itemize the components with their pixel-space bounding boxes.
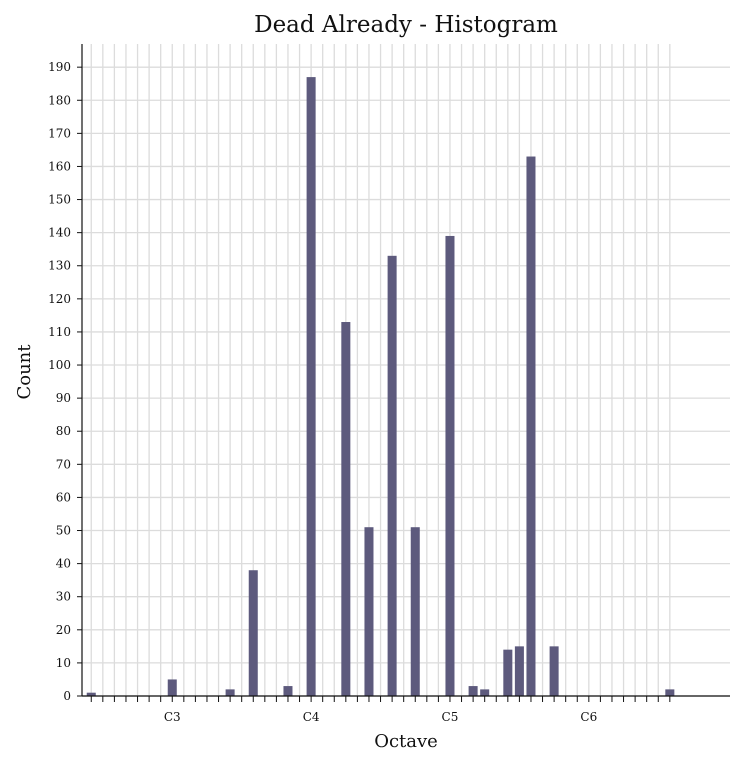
y-tick-label: 160 bbox=[48, 159, 71, 173]
y-tick-label: 170 bbox=[48, 126, 71, 140]
y-tick-label: 180 bbox=[48, 93, 71, 107]
y-tick-label: 130 bbox=[48, 259, 71, 273]
histogram-bar bbox=[225, 689, 235, 696]
y-tick-label: 140 bbox=[48, 226, 71, 240]
axes bbox=[81, 44, 730, 697]
y-tick-label: 120 bbox=[48, 292, 71, 306]
histogram-bar bbox=[665, 689, 675, 696]
y-tick-label: 50 bbox=[56, 524, 71, 538]
bars bbox=[86, 77, 675, 697]
histogram-bar bbox=[248, 570, 258, 696]
histogram-bar bbox=[514, 646, 524, 696]
histogram-bar bbox=[387, 255, 397, 696]
grid bbox=[82, 44, 730, 697]
histogram-bar bbox=[480, 689, 490, 696]
y-tick-label: 110 bbox=[48, 325, 71, 339]
y-tick-label: 0 bbox=[63, 689, 71, 703]
histogram-bar bbox=[526, 156, 536, 696]
x-ticks: C3 C4 C5 C6 bbox=[90, 696, 671, 724]
x-tick-label: C5 bbox=[442, 710, 459, 724]
histogram-bar bbox=[283, 686, 293, 696]
x-tick-label: C3 bbox=[164, 710, 181, 724]
histogram-bar bbox=[86, 692, 96, 696]
histogram-bar bbox=[410, 527, 420, 696]
histogram-bar bbox=[167, 679, 177, 696]
histogram-bar bbox=[549, 646, 559, 696]
x-tick-label: C6 bbox=[580, 710, 597, 724]
chart-title: Dead Already - Histogram bbox=[254, 12, 558, 38]
x-axis-label: Octave bbox=[374, 731, 438, 752]
y-tick-label: 30 bbox=[56, 590, 71, 604]
y-tick-label: 80 bbox=[56, 424, 71, 438]
y-axis-label: Count bbox=[14, 344, 35, 400]
y-tick-label: 60 bbox=[56, 490, 71, 504]
histogram-bar bbox=[445, 235, 455, 696]
y-ticks: 0 10 20 30 40 50 60 70 80 90 100 110 120 130 140 150 160… bbox=[48, 60, 82, 703]
histogram-bar bbox=[306, 77, 316, 697]
x-tick-label: C4 bbox=[303, 710, 320, 724]
y-tick-label: 190 bbox=[48, 60, 71, 74]
histogram-bar bbox=[468, 686, 478, 696]
y-tick-label: 90 bbox=[56, 391, 71, 405]
histogram-bar bbox=[341, 322, 351, 696]
y-tick-label: 40 bbox=[56, 557, 71, 571]
y-tick-label: 100 bbox=[48, 358, 71, 372]
histogram-bar bbox=[364, 527, 374, 696]
histogram-bar bbox=[503, 649, 513, 696]
y-tick-label: 20 bbox=[56, 623, 71, 637]
y-tick-label: 70 bbox=[56, 457, 71, 471]
y-tick-label: 150 bbox=[48, 193, 71, 207]
y-tick-label: 10 bbox=[56, 656, 71, 670]
